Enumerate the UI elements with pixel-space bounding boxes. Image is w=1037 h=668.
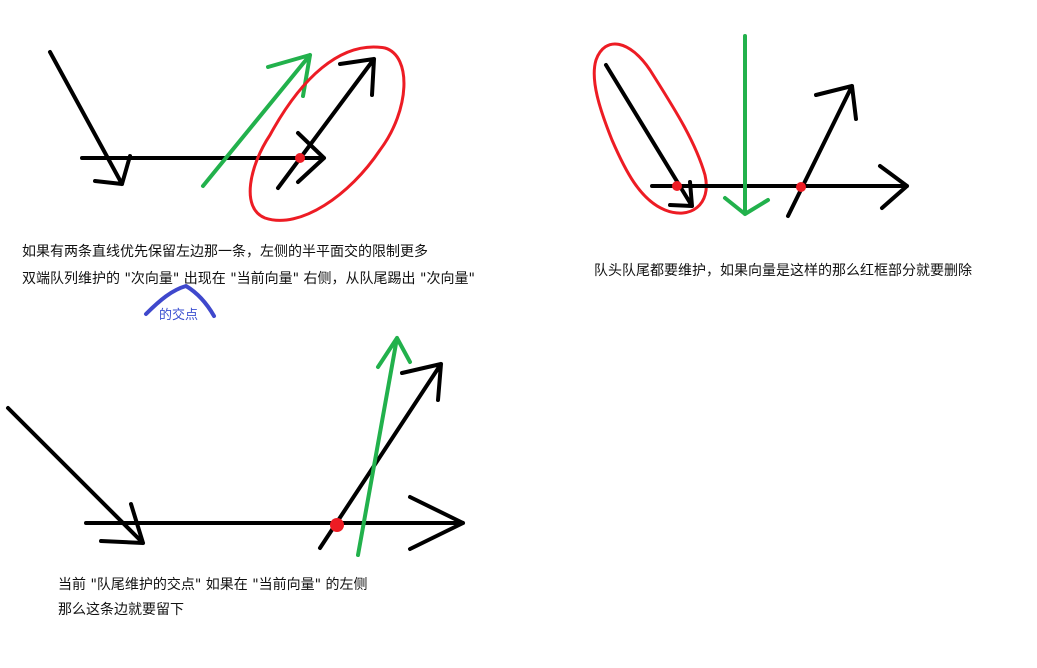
red-dot-right <box>796 182 806 192</box>
sketch-bottom-left <box>6 336 465 557</box>
red-circle-outline <box>248 45 406 222</box>
note-blue-intersection: 的交点 <box>159 308 199 323</box>
blue-brace <box>144 284 216 318</box>
red-intersection-dot-bottom <box>330 518 344 532</box>
sketch-top-right <box>592 34 909 218</box>
black-diagonal-arrow <box>48 50 132 186</box>
note-top-left-line2: 双端队列维护的 "次向量" 出现在 "当前向量" 右侧，从队尾踢出 "次向量" <box>22 271 475 287</box>
green-vertical-arrow <box>723 34 770 216</box>
black-upward-arrow-bottom <box>318 362 443 550</box>
green-arrow-bottom <box>356 336 412 557</box>
black-circled-arrow <box>276 57 376 190</box>
black-horizontal-arrow-bottom <box>84 495 465 551</box>
note-top-right-line1: 队头队尾都要维护，如果向量是这样的那么红框部分就要删除 <box>594 263 972 279</box>
note-top-left-line1: 如果有两条直线优先保留左边那一条，左侧的半平面交的限制更多 <box>22 244 428 260</box>
red-circle-outline-right <box>592 42 708 215</box>
note-bottom-left-line1: 当前 "队尾维护的交点" 如果在 "当前向量" 的左侧 <box>58 577 368 593</box>
red-dot-left <box>672 181 682 191</box>
black-horizontal-arrow-right <box>650 164 909 210</box>
green-arrow <box>201 53 312 188</box>
sketch-top-left <box>48 45 406 318</box>
red-intersection-dot <box>295 153 305 163</box>
black-upward-arrow-right <box>786 84 858 218</box>
note-bottom-left-line2: 那么这条边就要留下 <box>58 602 184 618</box>
